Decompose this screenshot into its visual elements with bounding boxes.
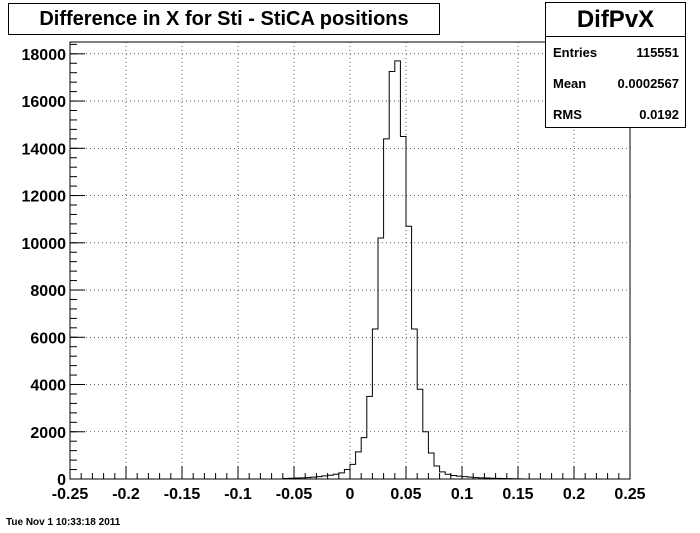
- y-tick-label: 10000: [22, 236, 67, 253]
- stats-label: Mean: [553, 76, 587, 91]
- x-tick-label: 0: [346, 486, 355, 503]
- y-tick-label: 6000: [30, 330, 66, 347]
- stats-name: DifPvX: [546, 3, 685, 37]
- y-tick-label: 2000: [30, 425, 66, 442]
- y-tick-label: 12000: [22, 189, 67, 206]
- y-tick-label: 8000: [30, 283, 66, 300]
- chart-title-text: Difference in X for Sti - StiCA position…: [39, 7, 409, 30]
- x-tick-label: 0.2: [563, 486, 585, 503]
- y-tick-label: 14000: [22, 141, 67, 158]
- stats-box: DifPvX Entries 115551 Mean 0.0002567 RMS…: [545, 2, 686, 128]
- x-tick-label: -0.15: [164, 486, 201, 503]
- y-tick-label: 16000: [22, 94, 67, 111]
- stats-row-mean: Mean 0.0002567: [546, 68, 685, 99]
- x-tick-label: 0.15: [502, 486, 533, 503]
- stats-label: RMS: [553, 107, 582, 122]
- grid-lines: [69, 42, 631, 479]
- x-axis: -0.25 -0.2 -0.15 -0.1 -0.05 0 0.05 0.1 0.15 0.2 0.…: [52, 466, 646, 503]
- y-tick-label: 0: [57, 472, 66, 489]
- stats-label: Entries: [553, 45, 598, 60]
- stats-value: 115551: [636, 45, 679, 60]
- x-tick-label: -0.05: [276, 486, 313, 503]
- x-tick-label: 0.05: [390, 486, 421, 503]
- x-tick-label: -0.25: [52, 486, 89, 503]
- y-tick-label: 18000: [22, 47, 67, 64]
- stats-row-entries: Entries 115551: [546, 37, 685, 68]
- timestamp: Tue Nov 1 10:33:18 2011: [6, 517, 121, 528]
- stats-value: 0.0192: [639, 107, 679, 122]
- chart-title: Difference in X for Sti - StiCA position…: [8, 3, 440, 35]
- x-tick-label: -0.2: [112, 486, 140, 503]
- x-tick-label: 0.1: [451, 486, 473, 503]
- stats-value: 0.0002567: [617, 76, 679, 91]
- y-tick-label: 4000: [30, 378, 66, 395]
- y-axis: 0 2000 4000 6000 8000 10000 12000 14000 16000 180…: [22, 43, 85, 489]
- x-tick-label: 0.25: [614, 486, 645, 503]
- stats-row-rms: RMS 0.0192: [546, 99, 685, 130]
- x-tick-label: -0.1: [224, 486, 252, 503]
